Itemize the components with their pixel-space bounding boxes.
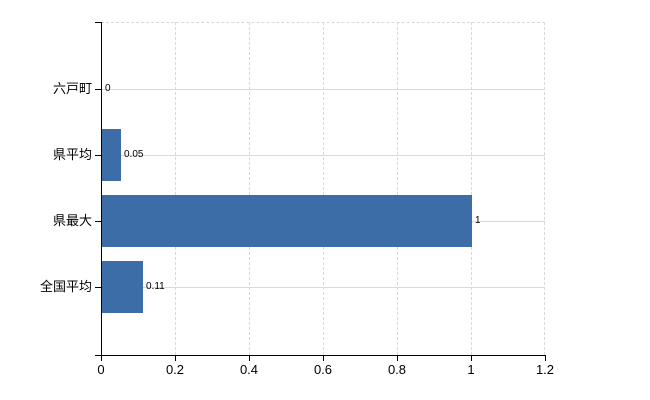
vertical-gridline [397,22,398,355]
category-label: 六戸町 [52,81,92,96]
vertical-gridline [471,22,472,355]
bar [102,129,121,181]
y-axis-end-tick [95,355,101,356]
x-tick-label: 0 [97,362,105,377]
x-tick-label: 0.4 [239,362,259,377]
x-axis-tick [545,355,546,361]
y-axis-end-tick [95,22,101,23]
horizontal-gridline [102,89,545,90]
category-label: 全国平均 [39,279,92,294]
horizontal-gridline [102,287,545,288]
value-label: 0.05 [124,149,144,160]
value-label: 0 [105,83,111,94]
vertical-gridline [249,22,250,355]
category-label: 県最大 [52,213,92,228]
x-tick-label: 0.8 [387,362,407,377]
y-axis-line [101,22,102,355]
x-axis-tick [323,355,324,361]
value-label: 0.11 [146,281,165,292]
value-label: 1 [475,215,481,226]
x-axis-tick [175,355,176,361]
x-axis-tick [101,355,102,361]
y-axis-tick [95,221,101,222]
x-axis-tick [397,355,398,361]
vertical-gridline [323,22,324,355]
bar [102,261,143,313]
bar [102,195,472,247]
horizontal-gridline [102,155,545,156]
x-tick-label: 1 [467,362,475,377]
x-tick-label: 0.2 [165,362,185,377]
category-label: 県平均 [52,147,92,162]
vertical-gridline [175,22,176,355]
x-axis-tick [249,355,250,361]
y-axis-tick [95,89,101,90]
x-tick-label: 1.2 [535,362,555,377]
y-axis-tick [95,155,101,156]
x-axis-tick [471,355,472,361]
y-axis-tick [95,287,101,288]
x-tick-label: 0.6 [313,362,333,377]
